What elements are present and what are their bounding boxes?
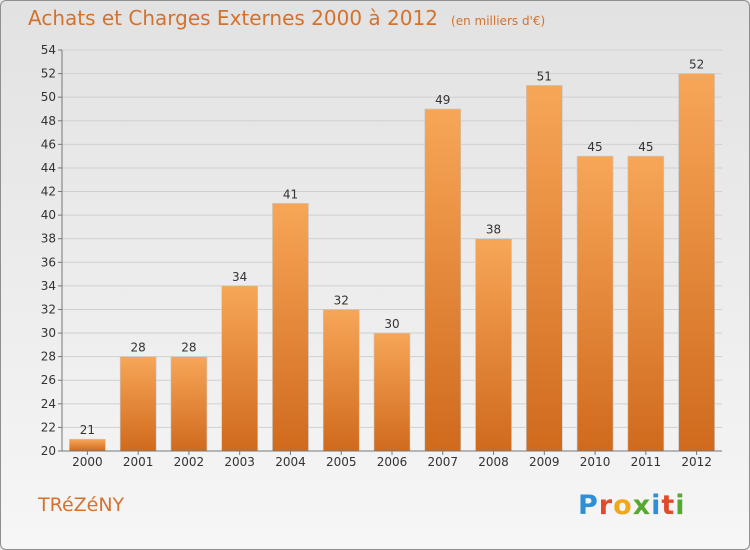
chart-title: Achats et Charges Externes 2000 à 2012 (…: [28, 6, 545, 30]
data-label-2011: 45: [638, 140, 653, 154]
bar-2005: [322, 309, 360, 452]
logo-letter: i: [651, 490, 662, 521]
bar-2010: [576, 155, 614, 452]
x-tick-label: 2004: [275, 455, 306, 469]
data-label-2001: 28: [131, 341, 146, 355]
x-tick-label: 2000: [72, 455, 103, 469]
data-label-2002: 28: [181, 341, 196, 355]
y-tick-label: 46: [41, 137, 56, 151]
x-tick-label: 2009: [529, 455, 560, 469]
bar-2002: [170, 356, 208, 452]
data-label-2006: 30: [384, 317, 399, 331]
bar-2008: [475, 238, 512, 452]
y-tick-label: 22: [41, 420, 56, 434]
bar-2004: [272, 203, 309, 452]
x-tick-label: 2002: [174, 455, 205, 469]
y-tick-label: 42: [41, 185, 56, 199]
x-tick-label: 2012: [681, 455, 712, 469]
y-tick-label: 32: [41, 302, 56, 316]
y-tick-label: 54: [41, 43, 56, 57]
data-label-2004: 41: [283, 187, 298, 201]
x-tick-label: 2005: [326, 455, 357, 469]
bar-2009: [526, 85, 563, 452]
x-tick-label: 2006: [377, 455, 408, 469]
y-tick-label: 38: [41, 232, 56, 246]
y-tick-label: 28: [41, 350, 56, 364]
bars: [69, 73, 715, 452]
bar-2006: [373, 332, 411, 452]
bar-2012: [678, 73, 715, 452]
y-tick-label: 40: [41, 208, 56, 222]
data-label-2003: 34: [232, 270, 247, 284]
commune-name: TRéZéNY: [38, 494, 125, 516]
bar-2003: [221, 285, 258, 452]
data-label-2007: 49: [435, 93, 450, 107]
logo-letter: x: [632, 490, 652, 521]
x-tick-label: 2003: [224, 455, 255, 469]
x-tick-label: 2008: [478, 455, 509, 469]
x-tick-label: 2007: [427, 455, 458, 469]
bar-2011: [627, 155, 665, 452]
data-label-2009: 51: [537, 69, 552, 83]
chart-title-text: Achats et Charges Externes 2000 à 2012: [28, 6, 438, 30]
bar-2007: [424, 108, 462, 452]
data-label-2000: 21: [80, 423, 95, 437]
y-tick-label: 20: [41, 444, 56, 458]
bar-2001: [119, 356, 157, 452]
logo-letter: o: [613, 490, 633, 521]
data-label-2010: 45: [587, 140, 602, 154]
y-tick-label: 52: [41, 67, 56, 81]
bar-2000: [69, 438, 106, 452]
y-tick-label: 24: [41, 397, 56, 411]
y-tick-label: 44: [41, 161, 56, 175]
axes: 20 22 24 26 28 30 32 34 36 38 40 42 44 46 48 50 52 54 2000…: [41, 43, 722, 469]
x-tick-label: 2011: [631, 455, 662, 469]
y-tick-label: 34: [41, 279, 56, 293]
data-labels: 21 28 28 34 41 32 30 49 38 51 45 45 52: [80, 58, 705, 438]
y-tick-label: 50: [41, 90, 56, 104]
data-label-2008: 38: [486, 223, 501, 237]
x-tick-label: 2001: [123, 455, 154, 469]
y-tick-label: 48: [41, 114, 56, 128]
y-tick-label: 26: [41, 373, 56, 387]
y-tick-label: 30: [41, 326, 56, 340]
logo-letter: P: [578, 490, 599, 521]
data-label-2005: 32: [334, 293, 349, 307]
proxiti-logo: Proxiti: [578, 490, 686, 521]
y-tick-label: 36: [41, 255, 56, 269]
chart-unit: (en milliers d'€): [451, 14, 546, 28]
x-tick-label: 2010: [580, 455, 611, 469]
logo-letter: r: [598, 490, 614, 521]
logo-letter: i: [675, 490, 686, 521]
logo-letter: t: [661, 490, 676, 521]
data-label-2012: 52: [689, 58, 704, 72]
